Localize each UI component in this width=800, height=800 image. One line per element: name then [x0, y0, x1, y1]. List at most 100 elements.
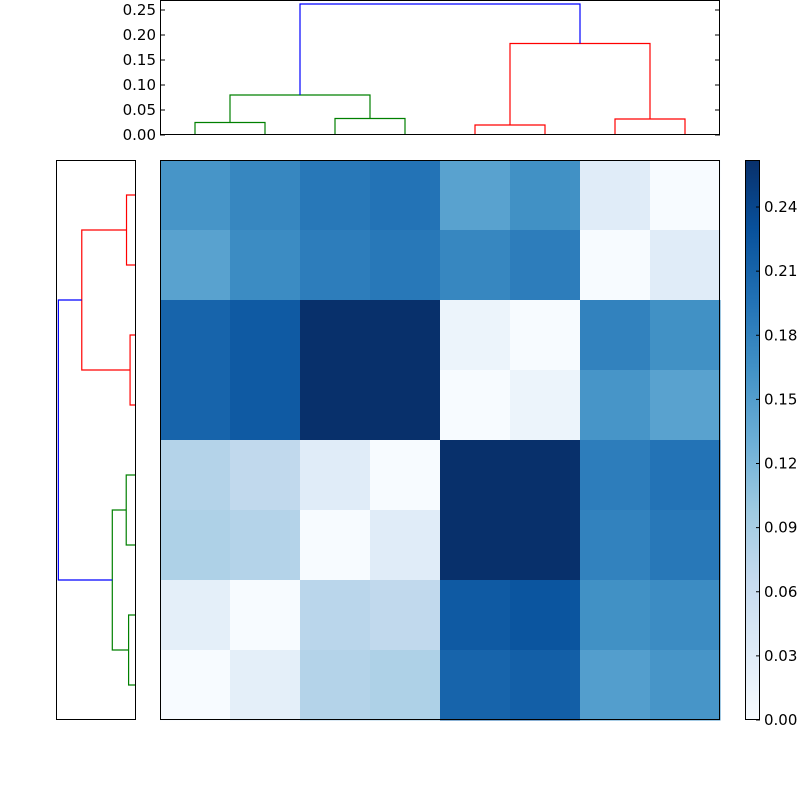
colorbar-tick-label: 0.21	[764, 262, 797, 280]
heatmap-frame	[160, 160, 720, 720]
heatmap-cell	[510, 650, 581, 721]
heatmap-cell	[440, 160, 511, 231]
top-dendrogram-link	[614, 118, 686, 135]
heatmap-cell	[650, 440, 721, 511]
heatmap-cell	[580, 370, 651, 441]
heatmap-cell	[300, 510, 371, 581]
heatmap-cell	[300, 300, 371, 371]
heatmap-cell	[300, 230, 371, 301]
heatmap-cell	[160, 370, 231, 441]
heatmap-cell	[650, 510, 721, 581]
colorbar-tick-label: 0.09	[764, 519, 797, 537]
heatmap-cell	[370, 440, 441, 511]
heatmap-cell	[160, 650, 231, 721]
heatmap-cell	[440, 370, 511, 441]
heatmap-cell	[440, 440, 511, 511]
heatmap-cell	[230, 440, 301, 511]
heatmap-cell	[300, 440, 371, 511]
heatmap-cell	[440, 580, 511, 651]
heatmap-cells	[160, 160, 721, 721]
left-dendrogram-link	[57, 299, 113, 581]
heatmap-cell	[160, 580, 231, 651]
top-dendrogram: 0.00 0.05 0.10 0.15 0.20 0.25	[123, 0, 720, 144]
heatmap-cell	[370, 650, 441, 721]
heatmap-cell	[510, 370, 581, 441]
colorbar-frame	[745, 160, 760, 720]
top-dendrogram-link	[474, 124, 546, 135]
heatmap-cell	[230, 650, 301, 721]
top-dendrogram-link	[334, 117, 406, 135]
top-dendrogram-tick-label: 0.25	[123, 1, 156, 19]
heatmap-cell	[650, 230, 721, 301]
heatmap-cell	[510, 230, 581, 301]
heatmap-cell	[650, 650, 721, 721]
heatmap-cell	[650, 160, 721, 231]
heatmap-cell	[370, 300, 441, 371]
heatmap-cell	[160, 230, 231, 301]
colorbar-tick-label: 0.15	[764, 390, 797, 408]
heatmap-cell	[510, 300, 581, 371]
colorbar-gradient	[745, 160, 760, 720]
left-dendrogram	[56, 160, 136, 720]
heatmap-cell	[510, 160, 581, 231]
colorbar-tick-label: 0.06	[764, 583, 797, 601]
left-dendrogram-link	[127, 614, 136, 686]
top-dendrogram-tick-label: 0.00	[123, 126, 156, 144]
heatmap-cell	[300, 370, 371, 441]
heatmap-cell	[370, 580, 441, 651]
heatmap-cell	[650, 300, 721, 371]
heatmap-cell	[370, 510, 441, 581]
left-dendrogram-frame	[56, 160, 136, 720]
heatmap-cell	[370, 160, 441, 231]
top-dendrogram-tick-label: 0.20	[123, 26, 156, 44]
heatmap-cell	[370, 370, 441, 441]
heatmap-cell	[580, 230, 651, 301]
heatmap-cell	[440, 230, 511, 301]
heatmap-cell	[440, 510, 511, 581]
heatmap-cell	[230, 510, 301, 581]
top-dendrogram-link	[194, 121, 266, 135]
heatmap-cell	[230, 580, 301, 651]
colorbar-tick-label: 0.18	[764, 326, 797, 344]
heatmap-cell	[580, 300, 651, 371]
left-dendrogram-link	[125, 474, 136, 546]
heatmap-cell	[440, 300, 511, 371]
colorbar-tick-label: 0.03	[764, 647, 797, 665]
colorbar-tick-label: 0.24	[764, 198, 797, 216]
colorbar-tick-label: 0.00	[764, 711, 797, 729]
heatmap-cell	[580, 650, 651, 721]
heatmap-cell	[580, 510, 651, 581]
heatmap-cell	[370, 230, 441, 301]
heatmap-cell	[300, 580, 371, 651]
left-dendrogram-link	[125, 194, 136, 266]
heatmap-cell	[160, 160, 231, 231]
top-dendrogram-frame	[160, 0, 720, 135]
heatmap-cell	[510, 510, 581, 581]
heatmap-cell	[650, 580, 721, 651]
heatmap-cell	[160, 510, 231, 581]
heatmap-cell	[580, 160, 651, 231]
top-dendrogram-tick-label: 0.10	[123, 76, 156, 94]
heatmap-cell	[300, 160, 371, 231]
heatmap-cell	[160, 440, 231, 511]
heatmap-cell	[580, 580, 651, 651]
colorbar: 0.00 0.03 0.06 0.09 0.12 0.15 0.18 0.21 0.24	[745, 160, 797, 729]
top-dendrogram-tick-label: 0.05	[123, 101, 156, 119]
top-dendrogram-tick-label: 0.15	[123, 51, 156, 69]
heatmap-cell	[510, 440, 581, 511]
top-dendrogram-link	[299, 3, 581, 95]
heatmap-cell	[440, 650, 511, 721]
colorbar-tick-label: 0.12	[764, 455, 797, 473]
heatmap-cell	[510, 580, 581, 651]
heatmap-cell	[580, 440, 651, 511]
heatmap-cell	[300, 650, 371, 721]
left-dendrogram-link	[81, 229, 131, 371]
heatmap-cell	[160, 300, 231, 371]
heatmap-cell	[230, 370, 301, 441]
top-dendrogram-link	[509, 42, 651, 125]
heatmap-cell	[230, 300, 301, 371]
heatmap-cell	[230, 160, 301, 231]
heatmap-cell	[230, 230, 301, 301]
heatmap-cell	[650, 370, 721, 441]
